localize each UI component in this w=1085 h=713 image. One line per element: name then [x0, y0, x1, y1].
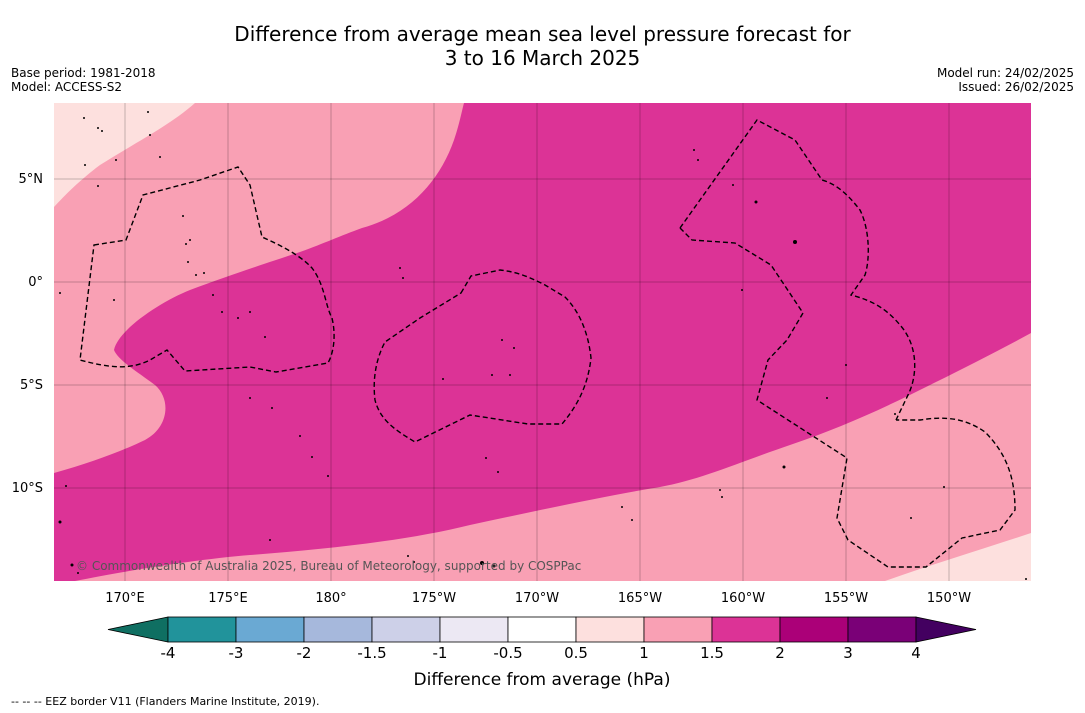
eez-kiribati-line — [679, 119, 1016, 568]
model-run: Model run: 24/02/2025 — [936, 66, 1074, 80]
islands — [58, 111, 1027, 580]
colorbar-segment — [643, 616, 713, 643]
colorbar-title: Difference from average (hPa) — [414, 670, 671, 690]
colorbar-segment — [847, 616, 917, 643]
base-period: Base period: 1981-2018 — [11, 66, 156, 80]
lon-label-170e: 170°E — [105, 591, 145, 606]
lat-label-10s: 10°S — [12, 481, 43, 496]
latitude-labels: 5°N 0° 5°S 10°S — [12, 172, 43, 496]
colorbar-segment — [371, 616, 441, 643]
lon-label-165w: 165°W — [618, 591, 662, 606]
colorbar-tick-label: -1.5 — [357, 644, 386, 662]
colorbar-tick-label: -0.5 — [493, 644, 522, 662]
eez-borders — [79, 119, 1016, 568]
colorbar-tick-label: -3 — [229, 644, 244, 662]
colorbar-extend-high — [915, 616, 977, 643]
lat-label-0: 0° — [28, 275, 43, 290]
lon-label-155w: 155°W — [824, 591, 868, 606]
copyright-text: © Commonwealth of Australia 2025, Bureau… — [76, 559, 581, 573]
band-1.5-2 — [54, 103, 1031, 581]
band-0.5-1-northwest — [54, 103, 195, 207]
lon-label-180: 180° — [315, 591, 346, 606]
title-line-1: Difference from average mean sea level p… — [234, 22, 851, 46]
colorbar-tick-label: 4 — [911, 644, 921, 662]
colorbar-segment — [711, 616, 781, 643]
longitude-labels: 170°E 175°E 180° 175°W 170°W 165°W 160°W… — [105, 591, 971, 606]
meta-left: Base period: 1981-2018 Model: ACCESS-S2 — [11, 66, 156, 94]
colorbar-segment — [779, 616, 849, 643]
colorbar-segment — [575, 616, 645, 643]
lon-label-175w: 175°W — [412, 591, 456, 606]
colorbar-tick-label: 2 — [775, 644, 785, 662]
meta-right: Model run: 24/02/2025 Issued: 26/02/2025 — [937, 66, 1074, 94]
map-field — [54, 103, 1031, 581]
colorbar-tick-label: -1 — [433, 644, 448, 662]
lat-label-5s: 5°S — [20, 378, 43, 393]
colorbar-segment — [507, 616, 577, 643]
issued-date: Issued: 26/02/2025 — [958, 80, 1074, 94]
graticule — [54, 103, 1031, 581]
lon-label-175e: 175°E — [208, 591, 248, 606]
lon-label-150w: 150°W — [927, 591, 971, 606]
colorbar-segment — [439, 616, 509, 643]
colorbar-tick-label: -4 — [161, 644, 176, 662]
colorbar-tick-label: 0.5 — [564, 644, 588, 662]
colorbar: -4 -3 -2 -1.5 -1 -0.5 0.5 1 1.5 2 3 4 — [107, 616, 977, 662]
eez-kiribati-phoenix — [373, 269, 592, 443]
lon-label-170w: 170°W — [515, 591, 559, 606]
lon-label-160w: 160°W — [721, 591, 765, 606]
colorbar-segment — [167, 616, 237, 643]
colorbar-tick-label: 3 — [843, 644, 853, 662]
eez-legend-note: -- -- -- EEZ border V11 (Flanders Marine… — [11, 695, 320, 708]
colorbar-segment — [303, 616, 373, 643]
eez-kiribati-gilbert — [79, 166, 335, 373]
band-0.5-1-southeast — [885, 533, 1031, 581]
colorbar-tick-label: -2 — [297, 644, 312, 662]
colorbar-tick-label: 1.5 — [700, 644, 724, 662]
colorbar-extend-low — [107, 616, 169, 643]
colorbar-segment — [235, 616, 305, 643]
chart-title: Difference from average mean sea level p… — [0, 22, 1085, 70]
model-name: Model: ACCESS-S2 — [11, 80, 123, 94]
lat-label-5n: 5°N — [19, 172, 44, 187]
title-line-2: 3 to 16 March 2025 — [444, 46, 641, 70]
colorbar-tick-label: 1 — [639, 644, 649, 662]
